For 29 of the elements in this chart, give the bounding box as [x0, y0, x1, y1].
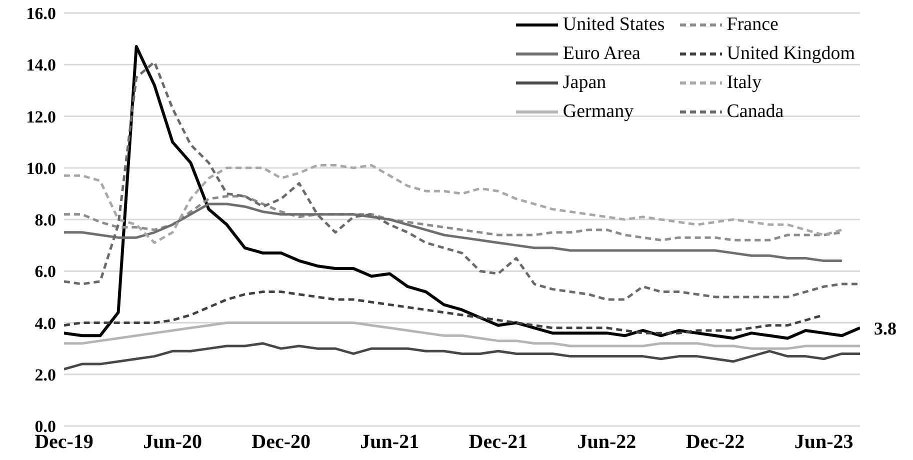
legend-label: Canada: [726, 100, 784, 122]
x-tick-label: Jun-22: [577, 431, 636, 454]
y-tick-label: 10.0: [26, 158, 56, 178]
legend-label: Euro Area: [562, 42, 640, 64]
line-series: [64, 322, 860, 350]
y-tick-label: 6.0: [34, 262, 56, 282]
line-series: [64, 164, 844, 244]
line-series: [64, 45, 860, 340]
line-series: [64, 342, 860, 370]
y-tick-label: 4.0: [34, 314, 56, 333]
legend-label: Japan: [562, 72, 606, 94]
x-tick-label: Dec-22: [686, 431, 745, 454]
y-tick-label: 2.0: [34, 365, 56, 384]
x-tick-label: Dec-20: [252, 431, 311, 454]
legend-label: United Kingdom: [726, 42, 855, 64]
x-tick-label: Jun-23: [794, 431, 854, 454]
x-tick-label: Dec-19: [34, 431, 94, 454]
x-tick-label: Jun-20: [143, 431, 202, 454]
x-tick-label: Jun-21: [360, 431, 420, 454]
text: 3.8: [874, 318, 896, 338]
legend-label: United States: [562, 14, 665, 36]
x-tick-label: Dec-21: [468, 431, 528, 454]
legend-label: Italy: [726, 72, 762, 94]
y-tick-label: 12.0: [26, 107, 56, 126]
legend-label: France: [726, 14, 778, 36]
y-tick-label: 16.0: [26, 4, 56, 24]
y-tick-label: 14.0: [26, 56, 56, 75]
legend-label: Germany: [562, 100, 634, 122]
y-tick-label: 8.0: [34, 210, 56, 230]
